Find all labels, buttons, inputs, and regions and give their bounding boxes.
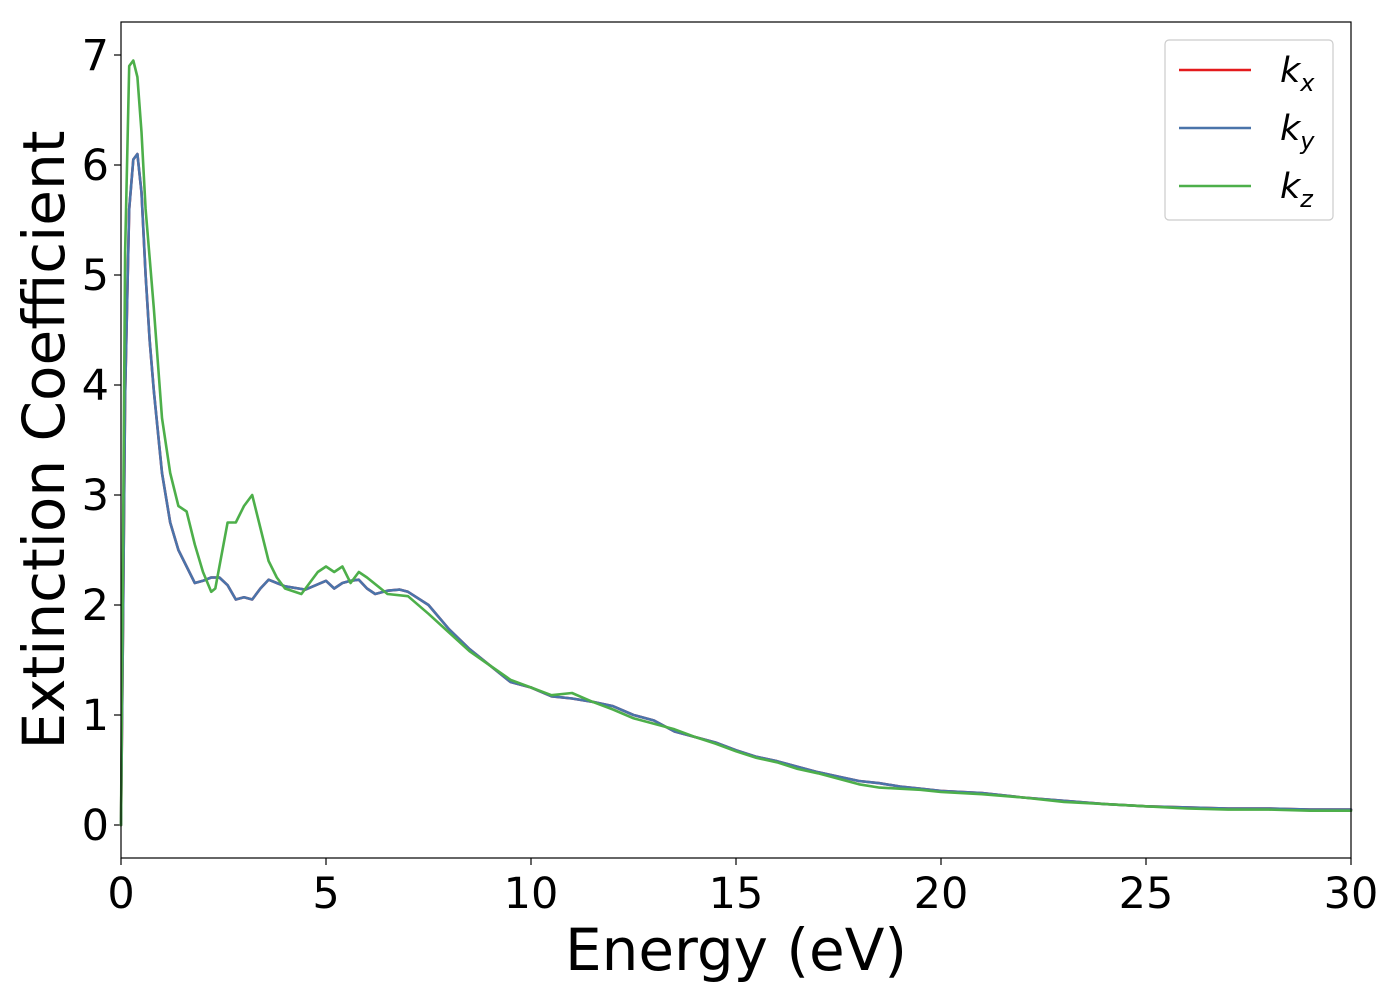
- x-tick-label: 5: [312, 869, 339, 919]
- legend-label-main: k: [1280, 167, 1302, 207]
- legend-label-subscript: y: [1299, 127, 1315, 155]
- y-tick-label: 0: [82, 801, 109, 851]
- y-tick-label: 4: [82, 361, 109, 411]
- plot-frame: [120, 21, 1352, 859]
- y-tick-label: 5: [82, 251, 109, 301]
- y-axis-label: Extinction Coefficient: [10, 131, 78, 750]
- series-line-k_z: [119, 59, 1353, 827]
- data-series: [119, 59, 1353, 827]
- x-tick-label: 10: [504, 869, 559, 919]
- y-tick-label: 3: [82, 471, 109, 521]
- legend-label-k_x: kx: [1280, 51, 1315, 97]
- axis-ticks: 0 5 10 15 20 25 30 0 1 2 3 4 5 6 7: [82, 31, 1379, 919]
- legend-label-k_y: ky: [1280, 109, 1315, 155]
- x-tick-label: 30: [1324, 869, 1379, 919]
- y-tick-label: 2: [82, 581, 109, 631]
- legend-label-subscript: z: [1299, 185, 1314, 213]
- legend-label-main: k: [1280, 109, 1302, 149]
- x-tick-label: 15: [709, 869, 764, 919]
- legend-label-k_z: kz: [1280, 167, 1314, 213]
- legend-label-subscript: x: [1299, 69, 1315, 97]
- x-axis-label: Energy (eV): [565, 916, 907, 984]
- series-line-k_y: [119, 152, 1353, 827]
- x-tick-label: 0: [107, 869, 134, 919]
- y-tick-label: 1: [82, 691, 109, 741]
- legend-label-main: k: [1280, 51, 1302, 91]
- y-tick-label: 7: [82, 31, 109, 81]
- legend-box: [1164, 39, 1334, 221]
- x-tick-label: 20: [914, 869, 969, 919]
- x-tick-label: 25: [1119, 869, 1174, 919]
- y-tick-label: 6: [82, 141, 109, 191]
